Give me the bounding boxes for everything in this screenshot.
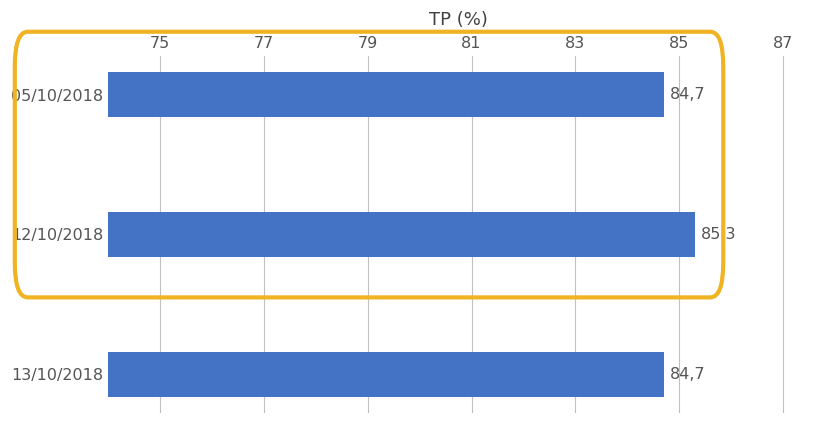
Bar — [108, 212, 694, 257]
Bar — [108, 352, 663, 397]
Text: 85,3: 85,3 — [700, 227, 735, 242]
X-axis label: TP (%): TP (%) — [428, 11, 487, 29]
Text: 84,7: 84,7 — [669, 367, 704, 382]
Bar — [108, 73, 663, 117]
Text: 84,7: 84,7 — [669, 87, 704, 102]
